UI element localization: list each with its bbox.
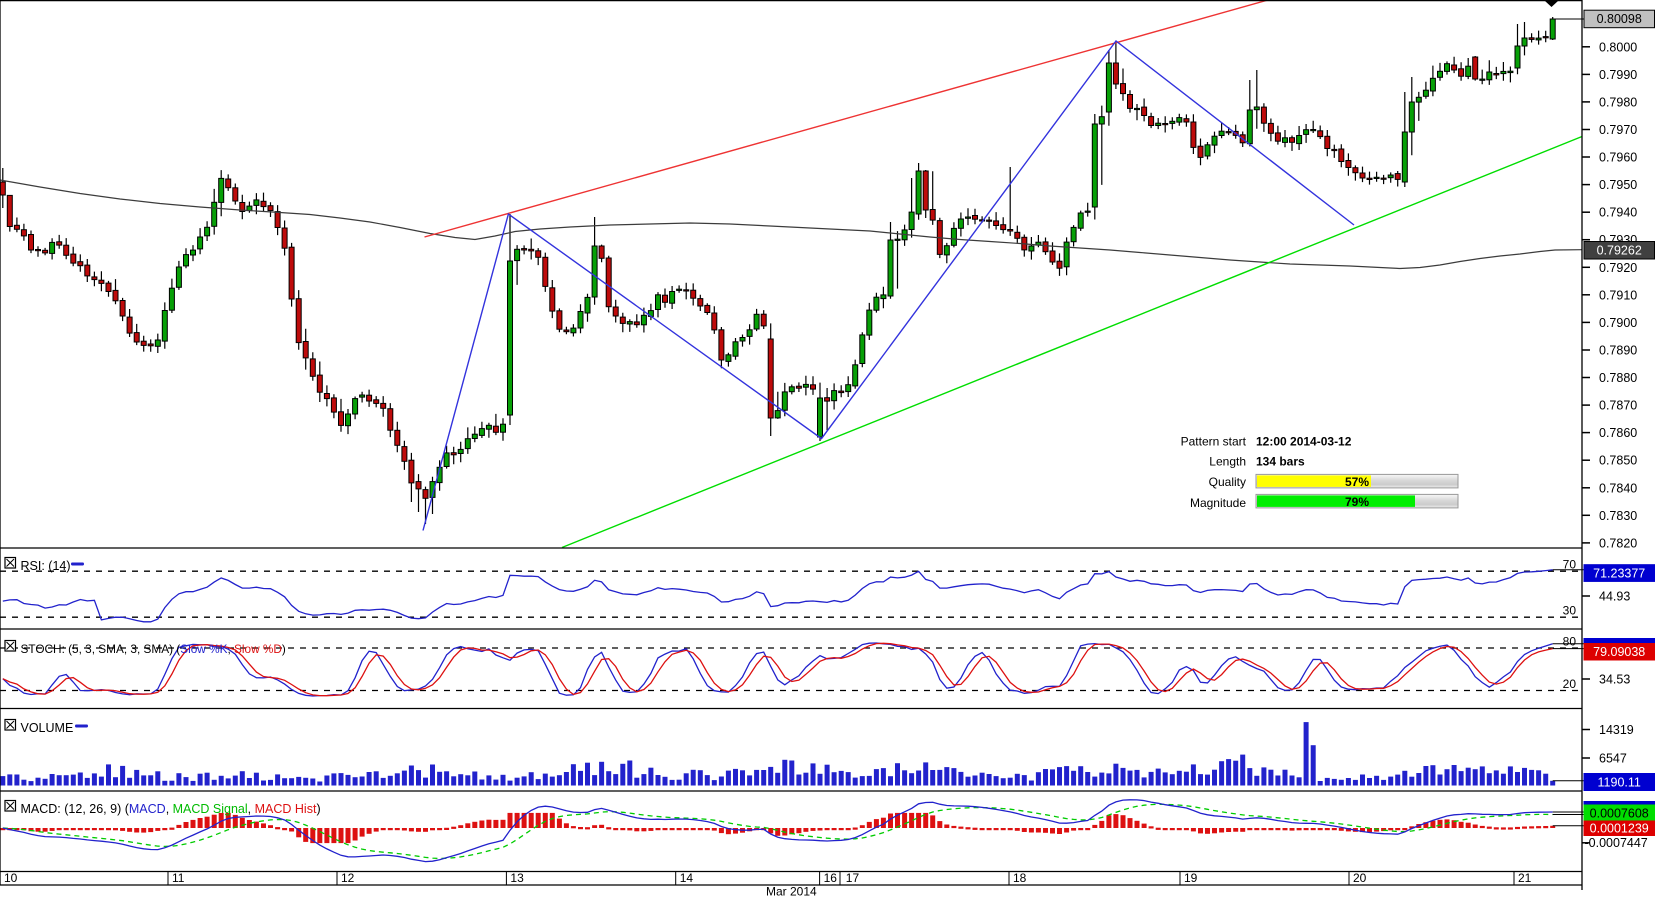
svg-text:79%: 79%: [1345, 495, 1369, 509]
svg-text:0.7860: 0.7860: [1599, 426, 1637, 440]
svg-text:-0.0007447: -0.0007447: [1585, 836, 1648, 850]
svg-text:Quality: Quality: [1209, 475, 1246, 489]
svg-text:10: 10: [4, 871, 18, 885]
svg-text:0.7830: 0.7830: [1599, 509, 1637, 523]
svg-text:0.0001239: 0.0001239: [1590, 822, 1649, 836]
svg-text:0.7990: 0.7990: [1599, 68, 1637, 82]
svg-text:0.80098: 0.80098: [1597, 12, 1642, 26]
svg-text:0.7880: 0.7880: [1599, 371, 1637, 385]
svg-text:0.7870: 0.7870: [1599, 399, 1637, 413]
svg-text:13: 13: [510, 871, 524, 885]
svg-text:16: 16: [824, 871, 838, 885]
svg-text:0.7970: 0.7970: [1599, 123, 1637, 137]
svg-text:0.7950: 0.7950: [1599, 178, 1637, 192]
svg-text:0.7960: 0.7960: [1599, 151, 1637, 165]
svg-text:0.0007608: 0.0007608: [1590, 806, 1649, 820]
svg-text:Mar 2014: Mar 2014: [766, 885, 817, 897]
svg-text:70: 70: [1563, 558, 1577, 572]
svg-text:12: 12: [341, 871, 355, 885]
svg-text:134 bars: 134 bars: [1256, 455, 1305, 469]
svg-text:14319: 14319: [1599, 723, 1634, 737]
svg-text:0.7840: 0.7840: [1599, 481, 1637, 495]
svg-text:79.09038: 79.09038: [1593, 645, 1645, 659]
svg-text:STOCH: (5, 3, SMA, 3, SMA) (Sl: STOCH: (5, 3, SMA, 3, SMA) (Slow %K, Slo…: [21, 642, 286, 656]
svg-text:14: 14: [680, 871, 694, 885]
svg-text:1190.11: 1190.11: [1598, 775, 1641, 789]
svg-text:0.7910: 0.7910: [1599, 288, 1637, 302]
svg-text:VOLUME: VOLUME: [21, 721, 74, 735]
svg-text:Pattern start: Pattern start: [1181, 435, 1247, 449]
svg-text:57%: 57%: [1345, 475, 1369, 489]
svg-text:34.53: 34.53: [1599, 673, 1630, 687]
svg-text:21: 21: [1518, 871, 1532, 885]
svg-text:0.7940: 0.7940: [1599, 206, 1637, 220]
svg-text:Magnitude: Magnitude: [1190, 496, 1246, 510]
svg-text:0.7980: 0.7980: [1599, 95, 1637, 109]
svg-text:0.7850: 0.7850: [1599, 454, 1637, 468]
svg-text:18: 18: [1013, 871, 1027, 885]
svg-text:RSI: (14): RSI: (14): [21, 559, 71, 573]
svg-text:19: 19: [1184, 871, 1198, 885]
svg-text:17: 17: [846, 871, 860, 885]
svg-text:20: 20: [1563, 677, 1577, 691]
svg-text:30: 30: [1563, 604, 1577, 618]
svg-text:11: 11: [172, 871, 185, 885]
svg-text:44.93: 44.93: [1599, 590, 1630, 604]
svg-text:80: 80: [1563, 635, 1577, 649]
svg-text:12:00 2014-03-12: 12:00 2014-03-12: [1256, 435, 1352, 449]
svg-text:Length: Length: [1209, 455, 1246, 469]
svg-text:MACD: (12, 26, 9) (MACD, MACD: MACD: (12, 26, 9) (MACD, MACD Signal, MA…: [21, 802, 321, 816]
svg-text:6547: 6547: [1599, 752, 1627, 766]
svg-text:0.7900: 0.7900: [1599, 316, 1637, 330]
svg-text:71.23377: 71.23377: [1593, 566, 1645, 580]
svg-text:0.8000: 0.8000: [1599, 40, 1637, 54]
svg-text:0.79262: 0.79262: [1597, 244, 1642, 258]
svg-text:20: 20: [1353, 871, 1367, 885]
svg-text:0.7890: 0.7890: [1599, 344, 1637, 358]
svg-text:0.7820: 0.7820: [1599, 536, 1637, 550]
svg-text:0.7920: 0.7920: [1599, 261, 1637, 275]
